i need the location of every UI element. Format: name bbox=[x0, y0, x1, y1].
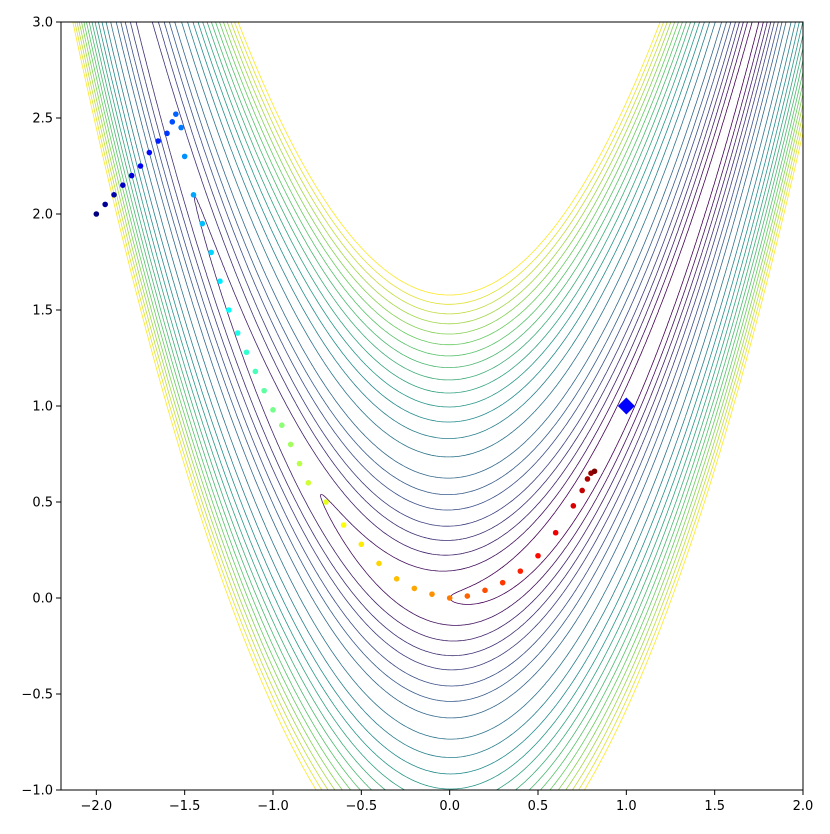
x-tick-label: −1.5 bbox=[169, 799, 201, 814]
contour-line bbox=[320, 22, 764, 626]
contour-line bbox=[83, 22, 803, 790]
scatter-point bbox=[111, 192, 117, 198]
contour-lines bbox=[72, 22, 803, 790]
scatter-point bbox=[411, 585, 418, 592]
scatter-point bbox=[584, 476, 591, 482]
contour-line bbox=[130, 22, 775, 671]
y-tick-label: 2.0 bbox=[32, 208, 53, 223]
scatter-point bbox=[279, 422, 285, 429]
scatter-point bbox=[393, 576, 400, 582]
y-tick-label: −0.5 bbox=[21, 688, 53, 703]
scatter-point bbox=[579, 487, 585, 494]
scatter-point bbox=[169, 119, 176, 125]
scatter-point bbox=[190, 192, 197, 198]
x-tick-label: 1.5 bbox=[704, 799, 725, 814]
scatter-point bbox=[178, 124, 184, 131]
scatter-point bbox=[287, 441, 294, 448]
scatter-point bbox=[591, 468, 598, 475]
scatter-point bbox=[305, 480, 312, 486]
scatter-point bbox=[217, 278, 223, 285]
scatter-point bbox=[128, 172, 135, 179]
scatter-point bbox=[376, 560, 382, 567]
scatter-point bbox=[226, 307, 232, 313]
y-tick-label: 1.0 bbox=[32, 400, 53, 415]
scatter-point bbox=[234, 330, 241, 336]
scatter-point bbox=[155, 138, 161, 144]
scatter-point bbox=[570, 503, 577, 509]
scatter-point bbox=[499, 579, 506, 586]
contour-line bbox=[194, 22, 768, 642]
target-diamond-marker bbox=[617, 397, 635, 415]
scatter-point bbox=[261, 387, 267, 394]
scatter-point bbox=[296, 460, 303, 467]
contour-line bbox=[86, 22, 803, 790]
scatter-point bbox=[340, 522, 347, 528]
scatter-point bbox=[199, 220, 206, 227]
contour-line bbox=[88, 22, 803, 790]
scatter-point bbox=[208, 249, 214, 256]
contour-line bbox=[135, 22, 772, 657]
scatter-point bbox=[358, 541, 365, 548]
scatter-point bbox=[137, 163, 144, 169]
scatter-point bbox=[552, 529, 559, 536]
contour-line bbox=[74, 22, 803, 790]
contour-line bbox=[76, 22, 803, 790]
scatter-point bbox=[517, 568, 524, 574]
plot-background bbox=[61, 22, 803, 790]
x-tick-label: −0.5 bbox=[346, 799, 378, 814]
contour-line bbox=[91, 22, 803, 790]
x-tick-label: 0.0 bbox=[439, 799, 460, 814]
scatter-point bbox=[429, 591, 435, 597]
scatter-point bbox=[102, 201, 108, 208]
scatter-point bbox=[181, 153, 188, 160]
contour-line bbox=[98, 22, 803, 790]
y-tick-label: 0.5 bbox=[32, 496, 53, 511]
scatter-point bbox=[464, 593, 471, 599]
scatter-point bbox=[446, 595, 453, 601]
y-axis-ticks: −1.0 −0.5 0.0 0.5 1.0 1.5 2.0 2.5 3.0 bbox=[21, 16, 61, 799]
x-tick-label: 1.0 bbox=[616, 799, 637, 814]
contour-line bbox=[72, 22, 803, 790]
x-tick-label: −1.0 bbox=[257, 799, 289, 814]
scatter-point bbox=[146, 149, 153, 156]
y-tick-label: 3.0 bbox=[32, 16, 53, 31]
scatter-point bbox=[482, 587, 488, 594]
scatter-point bbox=[323, 499, 329, 505]
contour-line bbox=[110, 22, 792, 740]
y-tick-label: 2.5 bbox=[32, 112, 53, 127]
contour-line bbox=[115, 22, 787, 719]
y-tick-label: −1.0 bbox=[21, 784, 53, 799]
x-axis-ticks: −2.0 −1.5 −1.0 −0.5 0.0 0.5 1.0 1.5 2.0 bbox=[81, 790, 814, 814]
contour-line bbox=[78, 22, 803, 790]
contour-line bbox=[124, 22, 779, 687]
contour-line bbox=[105, 22, 796, 758]
contour-line bbox=[94, 22, 803, 790]
scatter-point bbox=[270, 407, 276, 413]
y-tick-label: 1.5 bbox=[32, 304, 53, 319]
scatter-point bbox=[243, 349, 250, 356]
scatter-point bbox=[164, 130, 170, 137]
scatter-point bbox=[120, 182, 126, 188]
x-tick-label: 2.0 bbox=[793, 799, 814, 814]
scatter-point bbox=[535, 552, 541, 559]
x-tick-label: 0.5 bbox=[528, 799, 549, 814]
scatter-point bbox=[252, 368, 259, 375]
scatter-point bbox=[93, 211, 100, 217]
scatter-points bbox=[93, 111, 598, 601]
x-tick-label: −2.0 bbox=[81, 799, 113, 814]
scatter-point bbox=[173, 111, 179, 117]
y-tick-label: 0.0 bbox=[32, 592, 53, 607]
target-marker-layer bbox=[617, 397, 635, 415]
